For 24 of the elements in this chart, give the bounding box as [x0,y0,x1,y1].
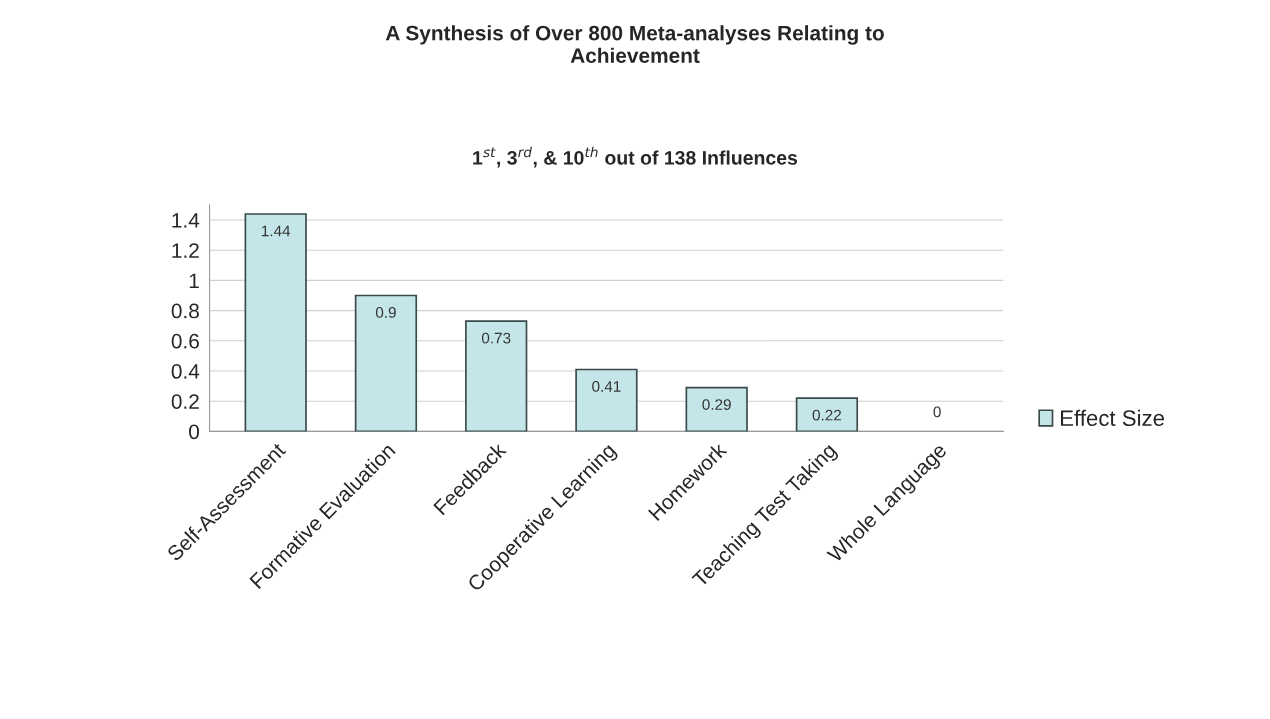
bar [575,368,638,432]
data-label: 0.41 [592,381,621,392]
y-tick-label: 0.2 [171,394,199,409]
data-label: 0.22 [812,409,842,421]
data-label: 0.9 [375,307,396,318]
bar [465,320,528,432]
chart-title: A Synthesis of Over 800 Meta-analyses Relating to Achievement [385,25,884,63]
chart-subtitle: 1$^{st}$, 3$^{rd}$, & 10$^{th}$ out of 138 Influences [473,146,798,168]
bar [244,213,307,432]
data-label: 0 [933,406,941,418]
y-tick-label: 0.4 [171,364,200,379]
y-tick-label: 1.2 [172,243,199,258]
legend-label: Effect Size [1061,409,1165,427]
bar [795,397,859,432]
y-tick-label: 1.4 [172,213,200,228]
y-tick-label: 0.6 [171,333,199,349]
data-label: 0.29 [702,399,731,410]
data-label: 0.73 [481,332,511,344]
y-tick-label: 0 [189,424,200,440]
bar [354,294,418,432]
y-tick-label: 1 [189,273,199,288]
bar [685,386,748,432]
y-tick-label: 0.8 [171,303,199,319]
data-label: 1.44 [261,225,291,237]
